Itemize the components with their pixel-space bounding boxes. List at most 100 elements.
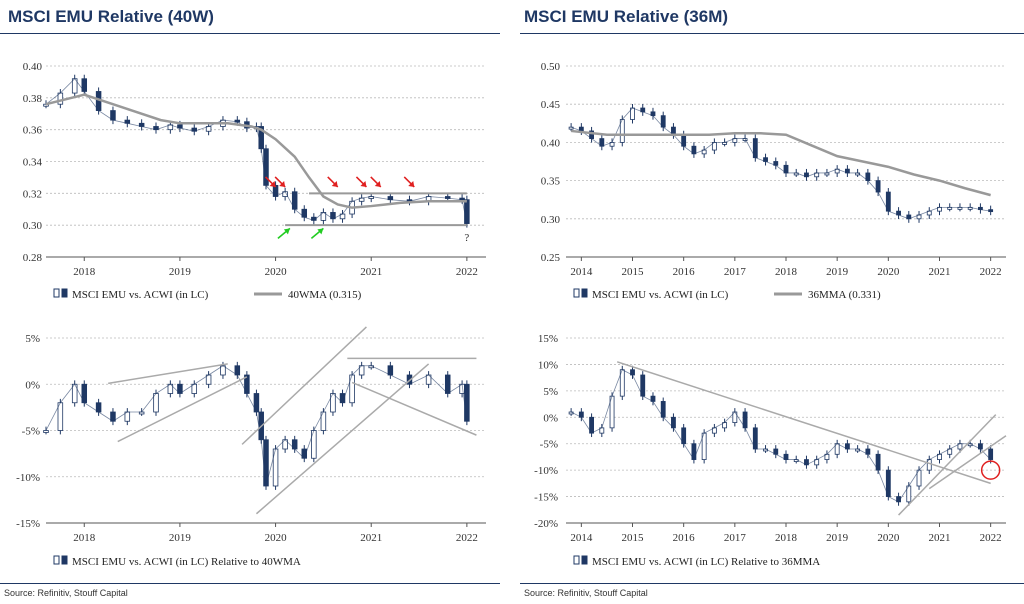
trend-line	[255, 363, 430, 515]
x-tick-label: 2022	[456, 532, 478, 544]
ma-line	[570, 129, 991, 197]
red-arrow-head	[408, 180, 415, 187]
price-path	[570, 369, 991, 503]
y-tick-label: 0.35	[541, 176, 561, 188]
x-tick-label: 2021	[928, 532, 950, 544]
price-path	[570, 107, 991, 220]
y-tick-label: 0.40	[541, 137, 561, 149]
x-tick-label: 2016	[673, 266, 696, 278]
legend-label: MSCI EMU vs. ACWI (in LC)	[72, 289, 209, 301]
candle	[444, 374, 451, 394]
price-path	[45, 78, 468, 224]
x-tick-label: 2019	[169, 266, 192, 278]
legend-label: MSCI EMU vs. ACWI (in LC)	[592, 289, 729, 301]
legend-candle-up-swatch	[53, 288, 60, 298]
y-tick-label: 15%	[538, 333, 558, 345]
right-title: MSCI EMU Relative (36M)	[524, 7, 729, 26]
y-tick-label: 0.28	[23, 252, 43, 264]
x-tick-label: 2015	[622, 532, 645, 544]
y-tick-label: -10%	[534, 465, 558, 477]
red-circle	[980, 460, 1001, 480]
x-tick-label: 2016	[673, 532, 696, 544]
x-tick-label: 2018	[73, 532, 96, 544]
y-tick-label: -5%	[22, 426, 40, 438]
right-source: Source: Refinitiv, Stouff Capital	[524, 588, 648, 598]
x-tick-label: 2019	[169, 532, 192, 544]
red-arrow-head	[331, 180, 338, 187]
x-tick-label: 2020	[877, 532, 900, 544]
x-tick-label: 2021	[360, 266, 382, 278]
candle	[464, 383, 470, 422]
x-tick-label: 2022	[456, 266, 478, 278]
red-arrow-head	[360, 180, 367, 187]
trend-line	[898, 414, 997, 516]
x-tick-label: 2022	[980, 266, 1002, 278]
x-tick-label: 2021	[360, 532, 382, 544]
x-tick-label: 2015	[622, 266, 645, 278]
y-tick-label: 0%	[543, 412, 558, 424]
question-mark: ?	[464, 232, 469, 244]
right-source-rule	[520, 583, 1024, 584]
green-arrow-head	[317, 228, 324, 235]
y-tick-label: 0.32	[23, 188, 42, 200]
y-tick-label: 0.50	[541, 61, 561, 73]
candle	[57, 402, 64, 431]
x-tick-label: 2022	[980, 532, 1002, 544]
left-source-rule	[0, 583, 500, 584]
y-tick-label: 0.25	[541, 252, 561, 264]
x-tick-label: 2018	[73, 266, 96, 278]
y-tick-label: -20%	[534, 518, 558, 530]
legend-candle-down-swatch	[581, 555, 588, 565]
trend-line	[108, 363, 228, 385]
legend-candle-up-swatch	[573, 555, 580, 565]
y-tick-label: 0.30	[23, 220, 43, 232]
y-tick-label: -10%	[16, 472, 40, 484]
x-tick-label: 2014	[570, 266, 593, 278]
chart-bl: -15% -10% -5% 0% 5% 2018 2019 2020 2021 2022 MSCI …	[16, 326, 486, 568]
right-title-rule	[520, 33, 1024, 34]
trend-line	[616, 361, 991, 485]
candle	[464, 199, 470, 224]
x-tick-label: 2018	[775, 266, 798, 278]
trend-line	[241, 326, 367, 445]
y-tick-label: -15%	[534, 492, 558, 504]
x-tick-label: 2020	[265, 266, 288, 278]
red-arrow-head	[374, 180, 381, 187]
legend-candle-up-swatch	[573, 288, 580, 298]
x-tick-label: 2014	[570, 532, 593, 544]
legend-label: MSCI EMU vs. ACWI (in LC) Relative to 36…	[592, 556, 820, 568]
trend-line	[351, 381, 477, 436]
legend-candle-up-swatch	[53, 555, 60, 565]
y-tick-label: 0.38	[23, 93, 43, 105]
candle	[387, 365, 394, 376]
x-tick-label: 2020	[877, 266, 900, 278]
legend-candle-down-swatch	[61, 555, 68, 565]
y-tick-label: 0%	[25, 379, 40, 391]
y-tick-label: 10%	[538, 359, 558, 371]
chart-br: -20% -15% -10% -5% 0% 5% 10% 15% 2014 2015 2016 201…	[534, 333, 1007, 568]
red-arrow-head	[269, 180, 276, 187]
legend-label: MSCI EMU vs. ACWI (in LC) Relative to 40…	[72, 556, 301, 568]
x-tick-label: 2018	[775, 532, 798, 544]
y-tick-label: 0.34	[23, 157, 43, 169]
x-tick-label: 2021	[928, 266, 950, 278]
trend-line	[117, 376, 248, 443]
legend-candle-down-swatch	[581, 288, 588, 298]
y-tick-label: 0.30	[541, 214, 561, 226]
x-tick-label: 2019	[826, 266, 849, 278]
ma-line	[45, 93, 467, 209]
trend-line	[928, 435, 1007, 490]
left-source: Source: Refinitiv, Stouff Capital	[4, 588, 128, 598]
y-tick-label: 0.40	[23, 61, 43, 73]
chart-tr: 0.25 0.30 0.35 0.40 0.45 0.50 2014 2015 2016 2017…	[541, 61, 1006, 301]
y-tick-label: 0.36	[23, 125, 43, 137]
candle	[153, 393, 159, 413]
green-arrow-head	[283, 228, 290, 235]
chart-tl: 0.28 0.30 0.32 0.34 0.36 0.38 0.40 2018 2019 2020…	[23, 61, 486, 301]
x-tick-label: 2017	[724, 266, 747, 278]
legend-candle-down-swatch	[61, 288, 68, 298]
y-tick-label: 0.45	[541, 99, 561, 111]
legend-label: 40WMA (0.315)	[288, 289, 362, 301]
left-title: MSCI EMU Relative (40W)	[8, 7, 214, 26]
